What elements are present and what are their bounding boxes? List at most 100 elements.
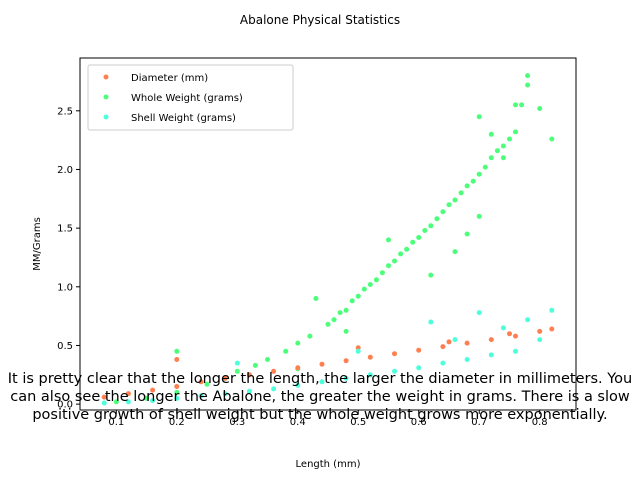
point-diameter-mm bbox=[150, 387, 156, 393]
point-whole-weight-grams bbox=[204, 381, 210, 387]
point-whole-weight-grams bbox=[464, 183, 470, 189]
point-whole-weight-grams bbox=[367, 282, 373, 287]
point-shell-weight-grams bbox=[440, 360, 446, 366]
point-whole-weight-grams bbox=[404, 246, 410, 252]
point-shell-weight-grams bbox=[452, 337, 458, 343]
point-whole-weight-grams bbox=[494, 148, 500, 154]
point-whole-weight-grams bbox=[476, 213, 482, 219]
point-diameter-mm bbox=[367, 354, 373, 360]
point-shell-weight-grams bbox=[464, 357, 470, 362]
point-whole-weight-grams bbox=[113, 399, 119, 405]
legend-marker-shell-weight-grams bbox=[103, 114, 109, 120]
point-whole-weight-grams bbox=[434, 216, 440, 222]
point-shell-weight-grams bbox=[125, 399, 131, 405]
point-diameter-mm bbox=[549, 326, 555, 332]
point-whole-weight-grams bbox=[537, 106, 543, 111]
point-shell-weight-grams bbox=[525, 317, 531, 323]
point-shell-weight-grams bbox=[271, 386, 277, 392]
x-tick-label: 0.5 bbox=[350, 417, 366, 428]
point-whole-weight-grams bbox=[470, 178, 476, 184]
point-diameter-mm bbox=[174, 357, 180, 362]
point-whole-weight-grams bbox=[392, 258, 397, 264]
point-whole-weight-grams bbox=[416, 235, 422, 240]
point-whole-weight-grams bbox=[343, 328, 349, 334]
legend-label-whole-weight-grams: Whole Weight (grams) bbox=[131, 93, 243, 104]
chart-title: Abalone Physical Statistics bbox=[240, 13, 400, 27]
point-whole-weight-grams bbox=[500, 143, 506, 149]
point-whole-weight-grams bbox=[174, 389, 180, 395]
points-layer bbox=[101, 73, 555, 406]
legend-label-shell-weight-grams: Shell Weight (grams) bbox=[131, 113, 236, 124]
point-whole-weight-grams bbox=[349, 298, 355, 304]
point-diameter-mm bbox=[355, 345, 361, 351]
point-whole-weight-grams bbox=[513, 129, 518, 135]
point-whole-weight-grams bbox=[234, 368, 240, 374]
y-tick-label: 1.0 bbox=[57, 282, 73, 293]
point-whole-weight-grams bbox=[446, 202, 452, 208]
point-diameter-mm bbox=[440, 344, 446, 350]
y-tick-label: 2.0 bbox=[57, 165, 73, 176]
point-shell-weight-grams bbox=[234, 360, 240, 366]
point-whole-weight-grams bbox=[265, 357, 270, 362]
point-shell-weight-grams bbox=[222, 391, 228, 397]
point-diameter-mm bbox=[537, 328, 543, 334]
point-shell-weight-grams bbox=[537, 337, 543, 343]
point-whole-weight-grams bbox=[519, 102, 525, 108]
point-whole-weight-grams bbox=[422, 228, 428, 233]
point-diameter-mm bbox=[343, 358, 349, 364]
point-whole-weight-grams bbox=[488, 131, 494, 137]
point-whole-weight-grams bbox=[488, 155, 494, 161]
point-diameter-mm bbox=[125, 391, 131, 397]
point-diameter-mm bbox=[446, 339, 452, 345]
point-whole-weight-grams bbox=[428, 223, 434, 229]
point-shell-weight-grams bbox=[416, 365, 422, 371]
point-whole-weight-grams bbox=[476, 171, 482, 177]
point-diameter-mm bbox=[271, 368, 277, 374]
y-tick-label: 0.0 bbox=[57, 400, 73, 411]
point-diameter-mm bbox=[507, 331, 512, 337]
x-tick-label: 0.4 bbox=[290, 417, 306, 428]
point-whole-weight-grams bbox=[313, 296, 319, 301]
y-tick-label: 1.5 bbox=[57, 224, 73, 235]
point-shell-weight-grams bbox=[500, 325, 506, 331]
point-diameter-mm bbox=[319, 361, 325, 367]
point-whole-weight-grams bbox=[428, 272, 434, 278]
chart-caption: It is pretty clear that the longer the l… bbox=[7, 371, 633, 423]
point-shell-weight-grams bbox=[488, 352, 494, 358]
point-whole-weight-grams bbox=[398, 251, 404, 257]
x-axis-ticks: 0.1 0.2 0.3 0.4 0.5 0.6 0.7 0.8 bbox=[108, 410, 548, 428]
point-whole-weight-grams bbox=[452, 249, 458, 255]
point-whole-weight-grams bbox=[144, 395, 149, 401]
point-shell-weight-grams bbox=[549, 307, 555, 313]
point-whole-weight-grams bbox=[525, 82, 531, 88]
point-whole-weight-grams bbox=[307, 333, 313, 339]
point-whole-weight-grams bbox=[283, 348, 289, 354]
legend-label-diameter-mm: Diameter (mm) bbox=[131, 73, 208, 84]
point-shell-weight-grams bbox=[246, 388, 252, 394]
y-axis-ticks: 0.0 0.5 1.0 1.5 2.0 2.5 bbox=[57, 106, 80, 411]
point-whole-weight-grams bbox=[410, 239, 416, 245]
point-diameter-mm bbox=[513, 333, 518, 339]
y-axis-label: MM/Grams bbox=[32, 217, 43, 271]
point-whole-weight-grams bbox=[379, 270, 385, 276]
x-tick-label: 0.3 bbox=[229, 417, 245, 428]
point-whole-weight-grams bbox=[355, 293, 361, 299]
point-whole-weight-grams bbox=[386, 237, 391, 243]
y-tick-label: 2.5 bbox=[57, 106, 73, 117]
point-diameter-mm bbox=[174, 384, 180, 389]
point-shell-weight-grams bbox=[428, 319, 434, 325]
point-whole-weight-grams bbox=[331, 317, 337, 323]
point-diameter-mm bbox=[246, 372, 252, 378]
point-whole-weight-grams bbox=[386, 263, 391, 269]
point-shell-weight-grams bbox=[174, 395, 180, 401]
point-whole-weight-grams bbox=[507, 136, 512, 142]
point-shell-weight-grams bbox=[513, 348, 518, 354]
point-shell-weight-grams bbox=[367, 372, 373, 378]
point-whole-weight-grams bbox=[476, 114, 482, 120]
point-diameter-mm bbox=[222, 375, 228, 381]
point-whole-weight-grams bbox=[549, 136, 555, 142]
point-whole-weight-grams bbox=[373, 277, 379, 283]
legend-box bbox=[87, 64, 294, 131]
point-whole-weight-grams bbox=[295, 340, 301, 346]
